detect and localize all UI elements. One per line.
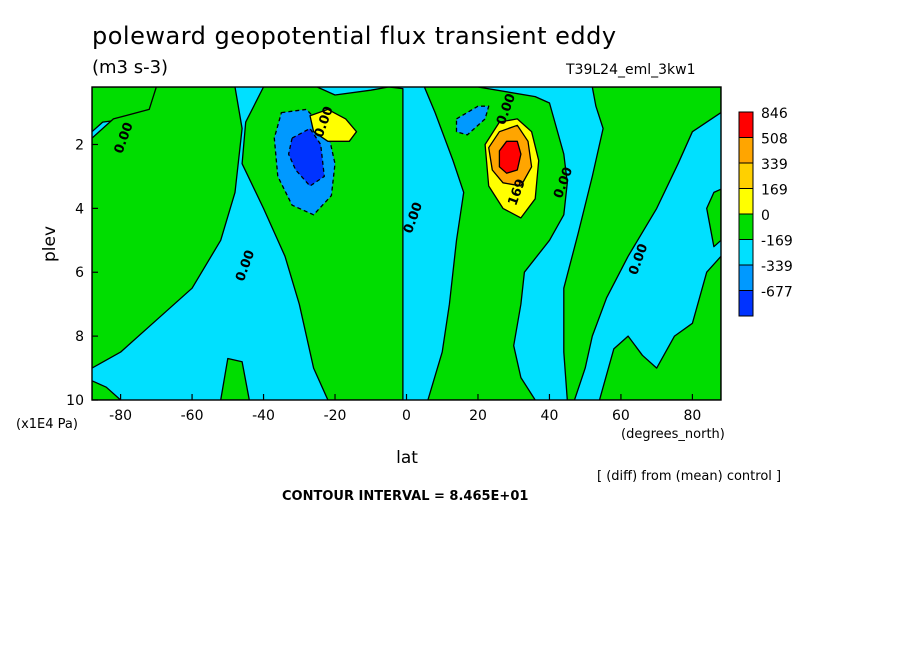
- contour-region-positive-high-latitude-bottom: [92, 380, 122, 400]
- y-tick-label: 6: [75, 265, 84, 281]
- contour-region-positive-southern-midlat: [92, 87, 243, 369]
- colorbar-legend: 846 508 339 169 0 -169 -339 -677: [738, 106, 793, 317]
- y-tick-label: 8: [75, 329, 84, 345]
- colorbar-label: -169: [761, 234, 793, 250]
- y-axis-label: plev: [40, 226, 60, 262]
- run-id: T39L24_eml_3kw1: [566, 62, 696, 78]
- colorbar-swatch: [738, 111, 754, 138]
- x-tick-label: -20: [324, 408, 347, 424]
- colorbar-label: -677: [761, 285, 793, 301]
- contour-region-positive-northern-core: [498, 140, 522, 174]
- contour-region-negative-southern-jet-core: [287, 127, 325, 187]
- x-tick-label: -60: [181, 408, 204, 424]
- colorbar-swatch: [738, 162, 754, 189]
- x-tick-label: -40: [252, 408, 275, 424]
- contour-region-positive-north-edge: [706, 188, 721, 248]
- x-axis: -80 -60 -40 -20 0 20 40 60 80: [109, 394, 701, 424]
- x-axis-label: lat: [396, 448, 418, 468]
- contour-region-negative-northern-upper: [455, 105, 490, 136]
- colorbar-swatch: [738, 137, 754, 164]
- chart-title: poleward geopotential flux transient edd…: [92, 22, 617, 50]
- x-axis-unit: (degrees_north): [621, 427, 725, 442]
- y-axis-unit: (x1E4 Pa): [16, 417, 78, 432]
- colorbar-label: 339: [761, 157, 788, 173]
- colorbar-swatch: [738, 213, 754, 240]
- contour-region-positive-north-bottom: [598, 255, 721, 400]
- x-tick-label: 80: [683, 408, 701, 424]
- chart-units: (m3 s-3): [92, 57, 169, 78]
- y-tick-label: 4: [75, 201, 84, 217]
- y-tick-label: 10: [66, 393, 84, 409]
- x-tick-label: 20: [469, 408, 487, 424]
- colorbar-label: -339: [761, 259, 793, 275]
- x-tick-label: 0: [402, 408, 411, 424]
- contour-interval-text: CONTOUR INTERVAL = 8.465E+01: [282, 489, 529, 504]
- x-tick-label: -80: [109, 408, 132, 424]
- colorbar-swatch: [738, 290, 754, 317]
- contour-region-positive-northern-midlat: [563, 87, 721, 400]
- y-axis: 2 4 6 8 10: [66, 137, 98, 409]
- x-tick-label: 40: [541, 408, 559, 424]
- contour-region-positive-southern-yellow: [309, 108, 358, 142]
- colorbar-swatch: [738, 239, 754, 266]
- comparison-note: [ (diff) from (mean) control ]: [597, 469, 782, 484]
- colorbar-label: 508: [761, 132, 788, 148]
- colorbar-label: 846: [761, 106, 788, 122]
- colorbar-label: 0: [761, 208, 770, 224]
- y-tick-label: 2: [75, 137, 84, 153]
- contour-region-positive-south-bottom: [220, 357, 250, 400]
- x-tick-label: 60: [612, 408, 630, 424]
- colorbar-swatch: [738, 264, 754, 291]
- colorbar-swatch: [738, 188, 754, 215]
- colorbar-label: 169: [761, 183, 788, 199]
